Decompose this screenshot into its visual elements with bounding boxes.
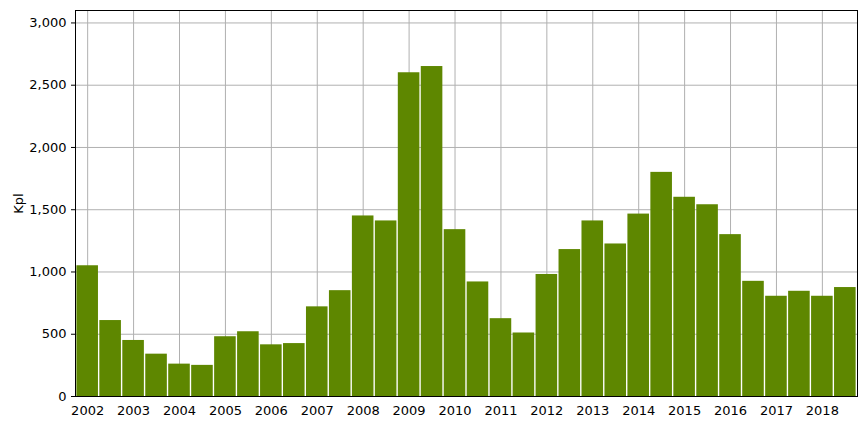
svg-text:2013: 2013 [576, 403, 609, 418]
svg-text:2015: 2015 [668, 403, 701, 418]
svg-text:Kpl: Kpl [11, 193, 26, 213]
svg-text:2,000: 2,000 [29, 140, 66, 155]
svg-text:500: 500 [42, 326, 67, 341]
svg-text:2006: 2006 [255, 403, 288, 418]
svg-text:2003: 2003 [117, 403, 150, 418]
svg-text:2002: 2002 [71, 403, 104, 418]
svg-text:2007: 2007 [301, 403, 334, 418]
svg-text:2011: 2011 [484, 403, 517, 418]
svg-text:1,500: 1,500 [29, 202, 66, 217]
svg-text:2018: 2018 [806, 403, 839, 418]
svg-text:2004: 2004 [163, 403, 196, 418]
svg-text:2,500: 2,500 [29, 77, 66, 92]
svg-text:2008: 2008 [347, 403, 380, 418]
svg-text:2005: 2005 [209, 403, 242, 418]
svg-text:2010: 2010 [438, 403, 471, 418]
svg-text:2014: 2014 [622, 403, 655, 418]
svg-text:2009: 2009 [393, 403, 426, 418]
svg-text:1,000: 1,000 [29, 264, 66, 279]
svg-text:2017: 2017 [760, 403, 793, 418]
svg-text:2016: 2016 [714, 403, 747, 418]
svg-text:3,000: 3,000 [29, 15, 66, 30]
svg-text:2012: 2012 [530, 403, 563, 418]
svg-text:0: 0 [58, 389, 66, 404]
